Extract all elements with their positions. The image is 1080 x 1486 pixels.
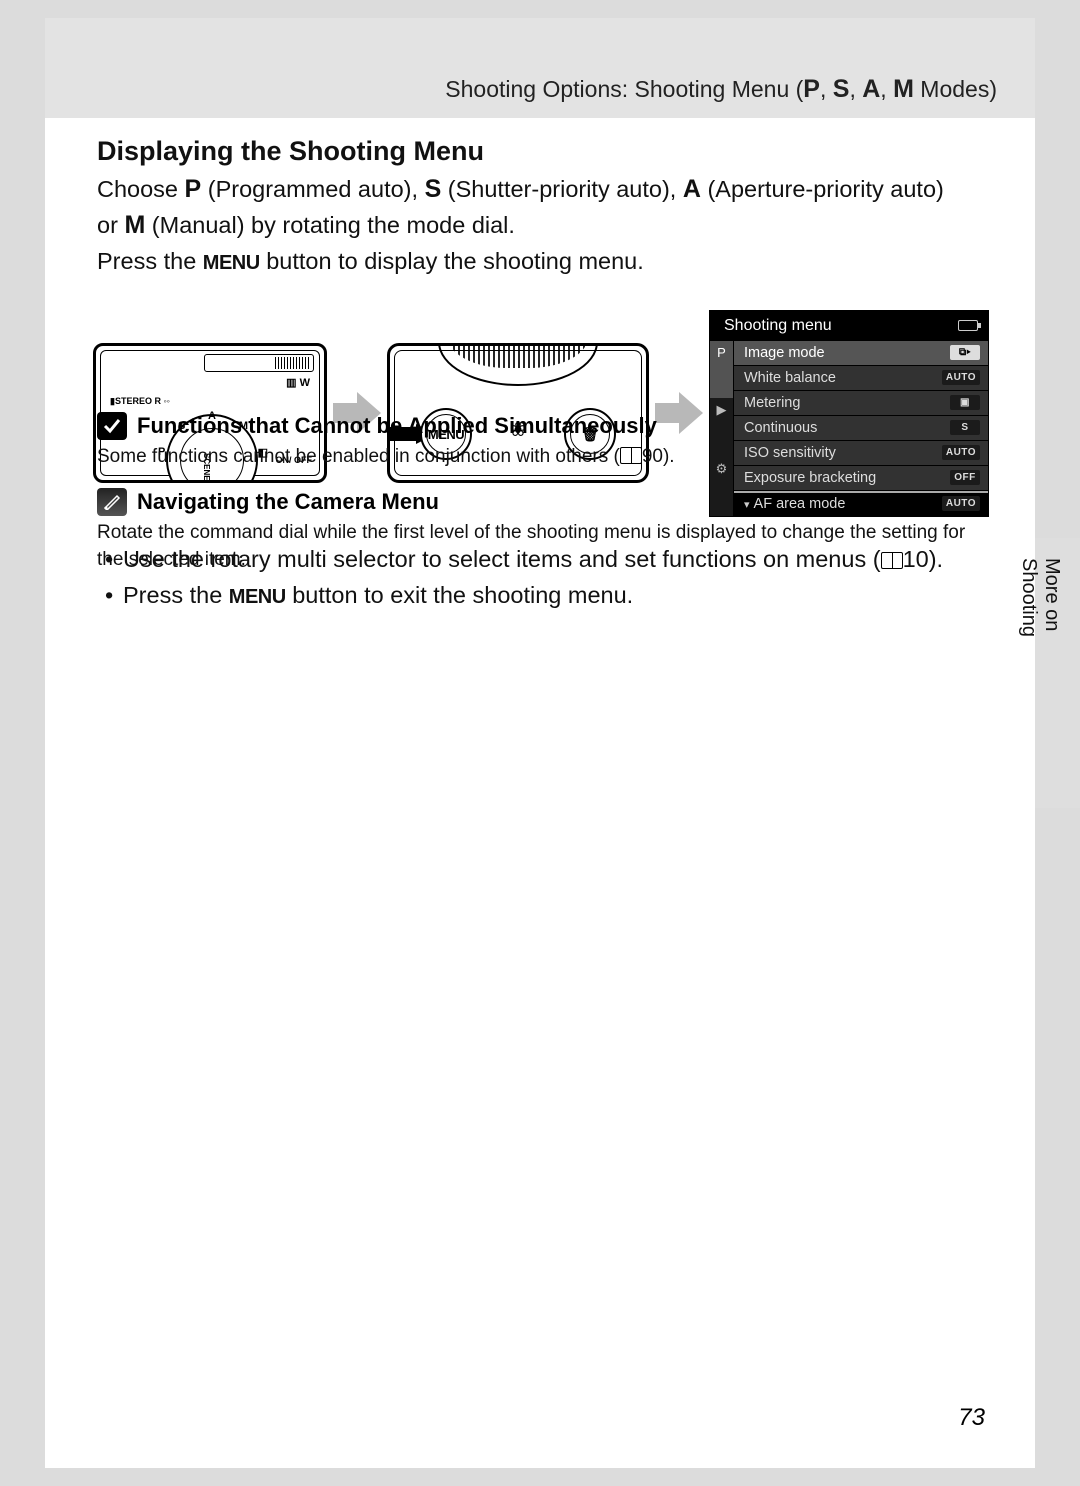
desc-a: (Aperture-priority auto) bbox=[701, 176, 944, 202]
glyph-p: P bbox=[185, 175, 202, 203]
running-header: Shooting Options: Shooting Menu (P, S, A… bbox=[45, 18, 1035, 118]
mode-s-glyph: S bbox=[833, 75, 850, 103]
note-heading: Navigating the Camera Menu bbox=[97, 488, 985, 516]
desc-m: (Manual) by rotating the mode dial. bbox=[145, 212, 515, 238]
note-heading: Functions that Cannot be Applied Simulta… bbox=[97, 412, 985, 440]
pencil-badge-icon bbox=[97, 488, 127, 516]
command-dial bbox=[438, 343, 598, 386]
page-ref: 90 bbox=[642, 446, 663, 467]
lcd-tab-p: P bbox=[710, 341, 734, 399]
content-area: Displaying the Shooting Menu Choose P (P… bbox=[45, 118, 1035, 613]
section-title: Displaying the Shooting Menu bbox=[97, 136, 985, 167]
side-section-label: More on Shooting bbox=[1017, 558, 1063, 637]
bullet-item: Press the MENU button to exit the shooti… bbox=[97, 577, 985, 613]
book-icon bbox=[620, 447, 642, 464]
menu-glyph-inline: MENU bbox=[203, 252, 260, 274]
note-text: Rotate the command dial while the first … bbox=[97, 520, 985, 573]
lcd-row-value: AUTO bbox=[942, 370, 980, 385]
lcd-title-text: Shooting menu bbox=[724, 317, 832, 335]
menu-glyph-inline: MENU bbox=[229, 586, 286, 608]
check-badge-icon bbox=[97, 412, 127, 440]
intro-l3b: button to display the shooting menu. bbox=[260, 248, 644, 274]
lcd-row-label: White balance bbox=[744, 370, 836, 386]
glyph-a: A bbox=[683, 175, 701, 203]
trash-icon: 🗑 bbox=[581, 426, 599, 443]
header-suffix: Modes) bbox=[914, 76, 997, 102]
note-title: Functions that Cannot be Applied Simulta… bbox=[137, 413, 657, 439]
lcd-row-image-mode: Image mode ⧉▸ bbox=[734, 341, 988, 366]
page-number: 73 bbox=[958, 1404, 985, 1432]
bullet-text: Press the bbox=[123, 582, 229, 608]
cam-top-strip bbox=[204, 354, 314, 372]
intro-l2a: or bbox=[97, 212, 124, 238]
bullet-text: button to exit the shooting menu. bbox=[286, 582, 634, 608]
battery-icon bbox=[958, 320, 978, 331]
bottom-notes: Functions that Cannot be Applied Simulta… bbox=[97, 394, 985, 574]
mode-m-glyph: M bbox=[893, 75, 914, 103]
intro-paragraph: Choose P (Programmed auto), S (Shutter-p… bbox=[97, 171, 985, 278]
header-text: Shooting Options: Shooting Menu (P, S, A… bbox=[445, 75, 997, 104]
desc-s: (Shutter-priority auto), bbox=[441, 176, 683, 202]
lcd-row-label: Image mode bbox=[744, 345, 825, 361]
lcd-row-white-balance: White balance AUTO bbox=[734, 366, 988, 391]
note-title: Navigating the Camera Menu bbox=[137, 489, 439, 515]
desc-p: (Programmed auto), bbox=[201, 176, 424, 202]
lcd-row-value: ⧉▸ bbox=[950, 345, 980, 360]
header-prefix: Shooting Options: Shooting Menu ( bbox=[445, 76, 803, 102]
intro-l1a: Choose bbox=[97, 176, 185, 202]
intro-l3a: Press the bbox=[97, 248, 203, 274]
page: Shooting Options: Shooting Menu (P, S, A… bbox=[45, 18, 1035, 1468]
lcd-title-bar: Shooting menu bbox=[710, 311, 988, 341]
glyph-s: S bbox=[425, 175, 442, 203]
cam-w-label: ▥ W bbox=[286, 376, 310, 389]
glyph-m: M bbox=[124, 211, 145, 239]
note-text: Some functions cannot be enabled in conj… bbox=[97, 444, 985, 471]
mode-a-glyph: A bbox=[862, 75, 880, 103]
mode-p-glyph: P bbox=[803, 75, 820, 103]
